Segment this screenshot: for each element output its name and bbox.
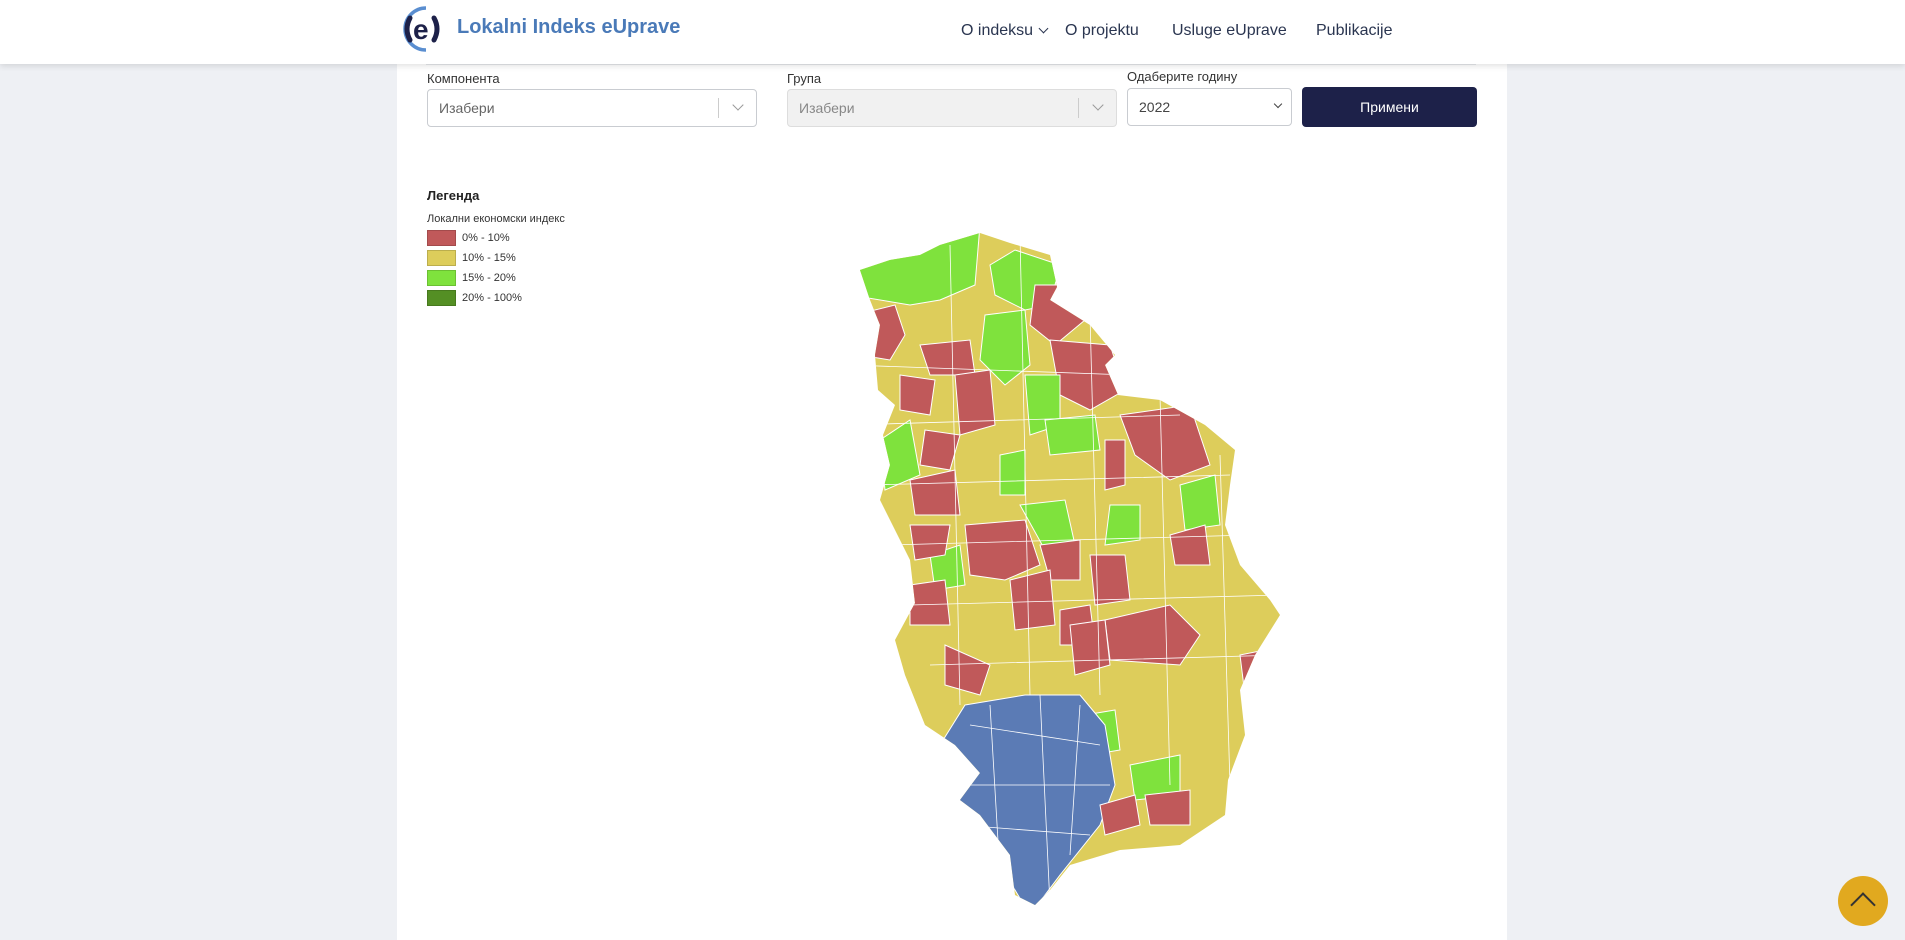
legend-swatch (427, 290, 456, 306)
region-central-north[interactable] (919, 339, 976, 376)
map-regions (860, 233, 1280, 915)
top-navbar: e Lokalni Indeks eUprave O indeksu O pro… (0, 0, 1905, 64)
region-west[interactable] (909, 524, 951, 561)
region-west[interactable] (919, 429, 961, 471)
apply-button[interactable]: Примени (1302, 87, 1477, 127)
legend-label: 0% - 10% (462, 232, 510, 244)
region-central[interactable] (1104, 504, 1141, 546)
year-value: 2022 (1139, 99, 1171, 115)
group-value: Изабери (799, 100, 855, 116)
region-south[interactable] (1089, 554, 1131, 606)
region-east[interactable] (1104, 439, 1126, 491)
region-south[interactable] (1069, 619, 1111, 676)
scroll-to-top-button[interactable] (1838, 876, 1888, 926)
select-separator (1078, 98, 1079, 118)
nav-o-projektu[interactable]: O projektu (1065, 22, 1139, 39)
region-central-north[interactable] (979, 309, 1031, 386)
region-central[interactable] (1044, 414, 1101, 456)
region-southwest[interactable] (909, 579, 951, 626)
municipalities-map[interactable] (850, 225, 1350, 925)
logo-icon[interactable]: e (396, 4, 448, 54)
group-label: Група (787, 71, 822, 86)
component-label: Компонента (427, 71, 500, 86)
legend-swatch (427, 230, 456, 246)
component-value: Изабери (439, 100, 495, 116)
region-central-south[interactable] (964, 519, 1041, 581)
region-west[interactable] (899, 374, 936, 416)
region-borders (950, 694, 1110, 905)
region-kosovo[interactable] (939, 694, 1116, 915)
nav-label: O indeksu (961, 22, 1034, 39)
legend-swatch (427, 250, 456, 266)
chevron-up-icon (1850, 892, 1876, 918)
region-borders (860, 234, 1280, 786)
legend-subtitle: Локални економски индекс (427, 213, 565, 225)
svg-text:e: e (413, 14, 429, 45)
region-central[interactable] (999, 449, 1026, 496)
select-separator (718, 98, 719, 118)
legend-label: 15% - 20% (462, 272, 516, 284)
region-east[interactable] (1169, 524, 1211, 566)
region-southwest[interactable] (944, 644, 991, 696)
legend-label: 20% - 100% (462, 292, 522, 304)
legend-swatch (427, 270, 456, 286)
region-southeast[interactable] (1144, 789, 1191, 826)
nav-publikacije[interactable]: Publikacije (1316, 22, 1393, 39)
chevron-down-icon (732, 99, 744, 111)
year-select[interactable]: 2022 (1127, 88, 1292, 126)
nav-usluge-euprave[interactable]: Usluge eUprave (1172, 22, 1287, 39)
chevron-down-icon (1273, 99, 1283, 109)
component-select[interactable]: Изабери (427, 89, 757, 127)
region-central-south[interactable] (1009, 569, 1056, 631)
year-label: Одаберите годину (1127, 69, 1238, 84)
chevron-down-icon (1092, 99, 1104, 111)
region-west[interactable] (909, 469, 961, 516)
divider (426, 64, 1476, 65)
chevron-down-icon (1038, 23, 1049, 34)
region-central[interactable] (954, 369, 996, 436)
group-select[interactable]: Изабери (787, 89, 1117, 127)
region-south[interactable] (1099, 794, 1141, 836)
brand-title[interactable]: Lokalni Indeks eUprave (457, 16, 681, 38)
legend-label: 10% - 15% (462, 252, 516, 264)
region-east[interactable] (1179, 474, 1221, 531)
nav-o-indeksu[interactable]: O indeksu (961, 22, 1049, 40)
legend-title: Легенда (427, 188, 480, 203)
